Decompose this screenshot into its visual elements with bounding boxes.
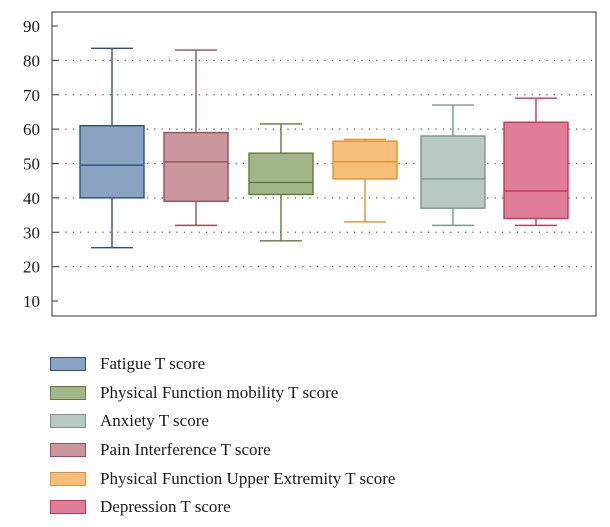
legend-label: Pain Interference T score — [100, 440, 271, 460]
box-2 — [163, 49, 229, 227]
legend-label: Depression T score — [100, 497, 231, 517]
legend-swatch — [50, 443, 86, 458]
box-iqr — [332, 140, 398, 180]
y-axis: 10 20 30 40 50 60 70 80 90 — [23, 17, 58, 311]
legend-swatch — [50, 414, 86, 429]
legend-label: Physical Function mobility T score — [100, 382, 339, 402]
legend-swatch — [50, 357, 86, 372]
box-1 — [79, 47, 145, 249]
y-tick-label: 10 — [23, 292, 40, 311]
box-plot-chart: 10 20 30 40 50 60 70 80 90 — [23, 11, 597, 317]
legend-label: Anxiety T score — [100, 411, 209, 431]
gridlines — [58, 59, 594, 268]
legend-item: Depression T score — [50, 493, 590, 522]
legend-swatch — [50, 385, 86, 400]
box-6 — [503, 97, 569, 227]
legend-label: Fatigue T score — [100, 354, 206, 374]
legend: Fatigue T score Physical Function mobilit… — [50, 350, 590, 522]
y-tick-label: 50 — [23, 155, 40, 174]
legend-label: Physical Function Upper Extremity T scor… — [100, 468, 396, 488]
y-tick-label: 90 — [23, 17, 40, 36]
y-tick-label: 80 — [23, 51, 40, 70]
legend-item: Pain Interference T score — [50, 436, 590, 465]
box-4 — [332, 138, 398, 223]
box-iqr — [79, 124, 145, 199]
box-5 — [420, 104, 486, 227]
y-tick-label: 30 — [23, 223, 40, 242]
legend-swatch — [50, 471, 86, 486]
box-iqr — [503, 121, 569, 220]
box-series — [79, 47, 569, 249]
legend-item: Fatigue T score — [50, 350, 590, 379]
y-tick-label: 20 — [23, 258, 40, 277]
y-tick-label: 40 — [23, 189, 40, 208]
y-tick-label: 70 — [23, 86, 40, 105]
legend-item: Anxiety T score — [50, 407, 590, 436]
legend-item: Physical Function mobility T score — [50, 379, 590, 408]
legend-item: Physical Function Upper Extremity T scor… — [50, 464, 590, 493]
y-tick-label: 60 — [23, 120, 40, 139]
box-iqr — [248, 152, 314, 196]
box-iqr — [420, 135, 486, 209]
box-iqr — [163, 131, 229, 203]
legend-swatch — [50, 500, 86, 515]
plot-frame — [51, 11, 597, 317]
box-3 — [248, 123, 314, 242]
